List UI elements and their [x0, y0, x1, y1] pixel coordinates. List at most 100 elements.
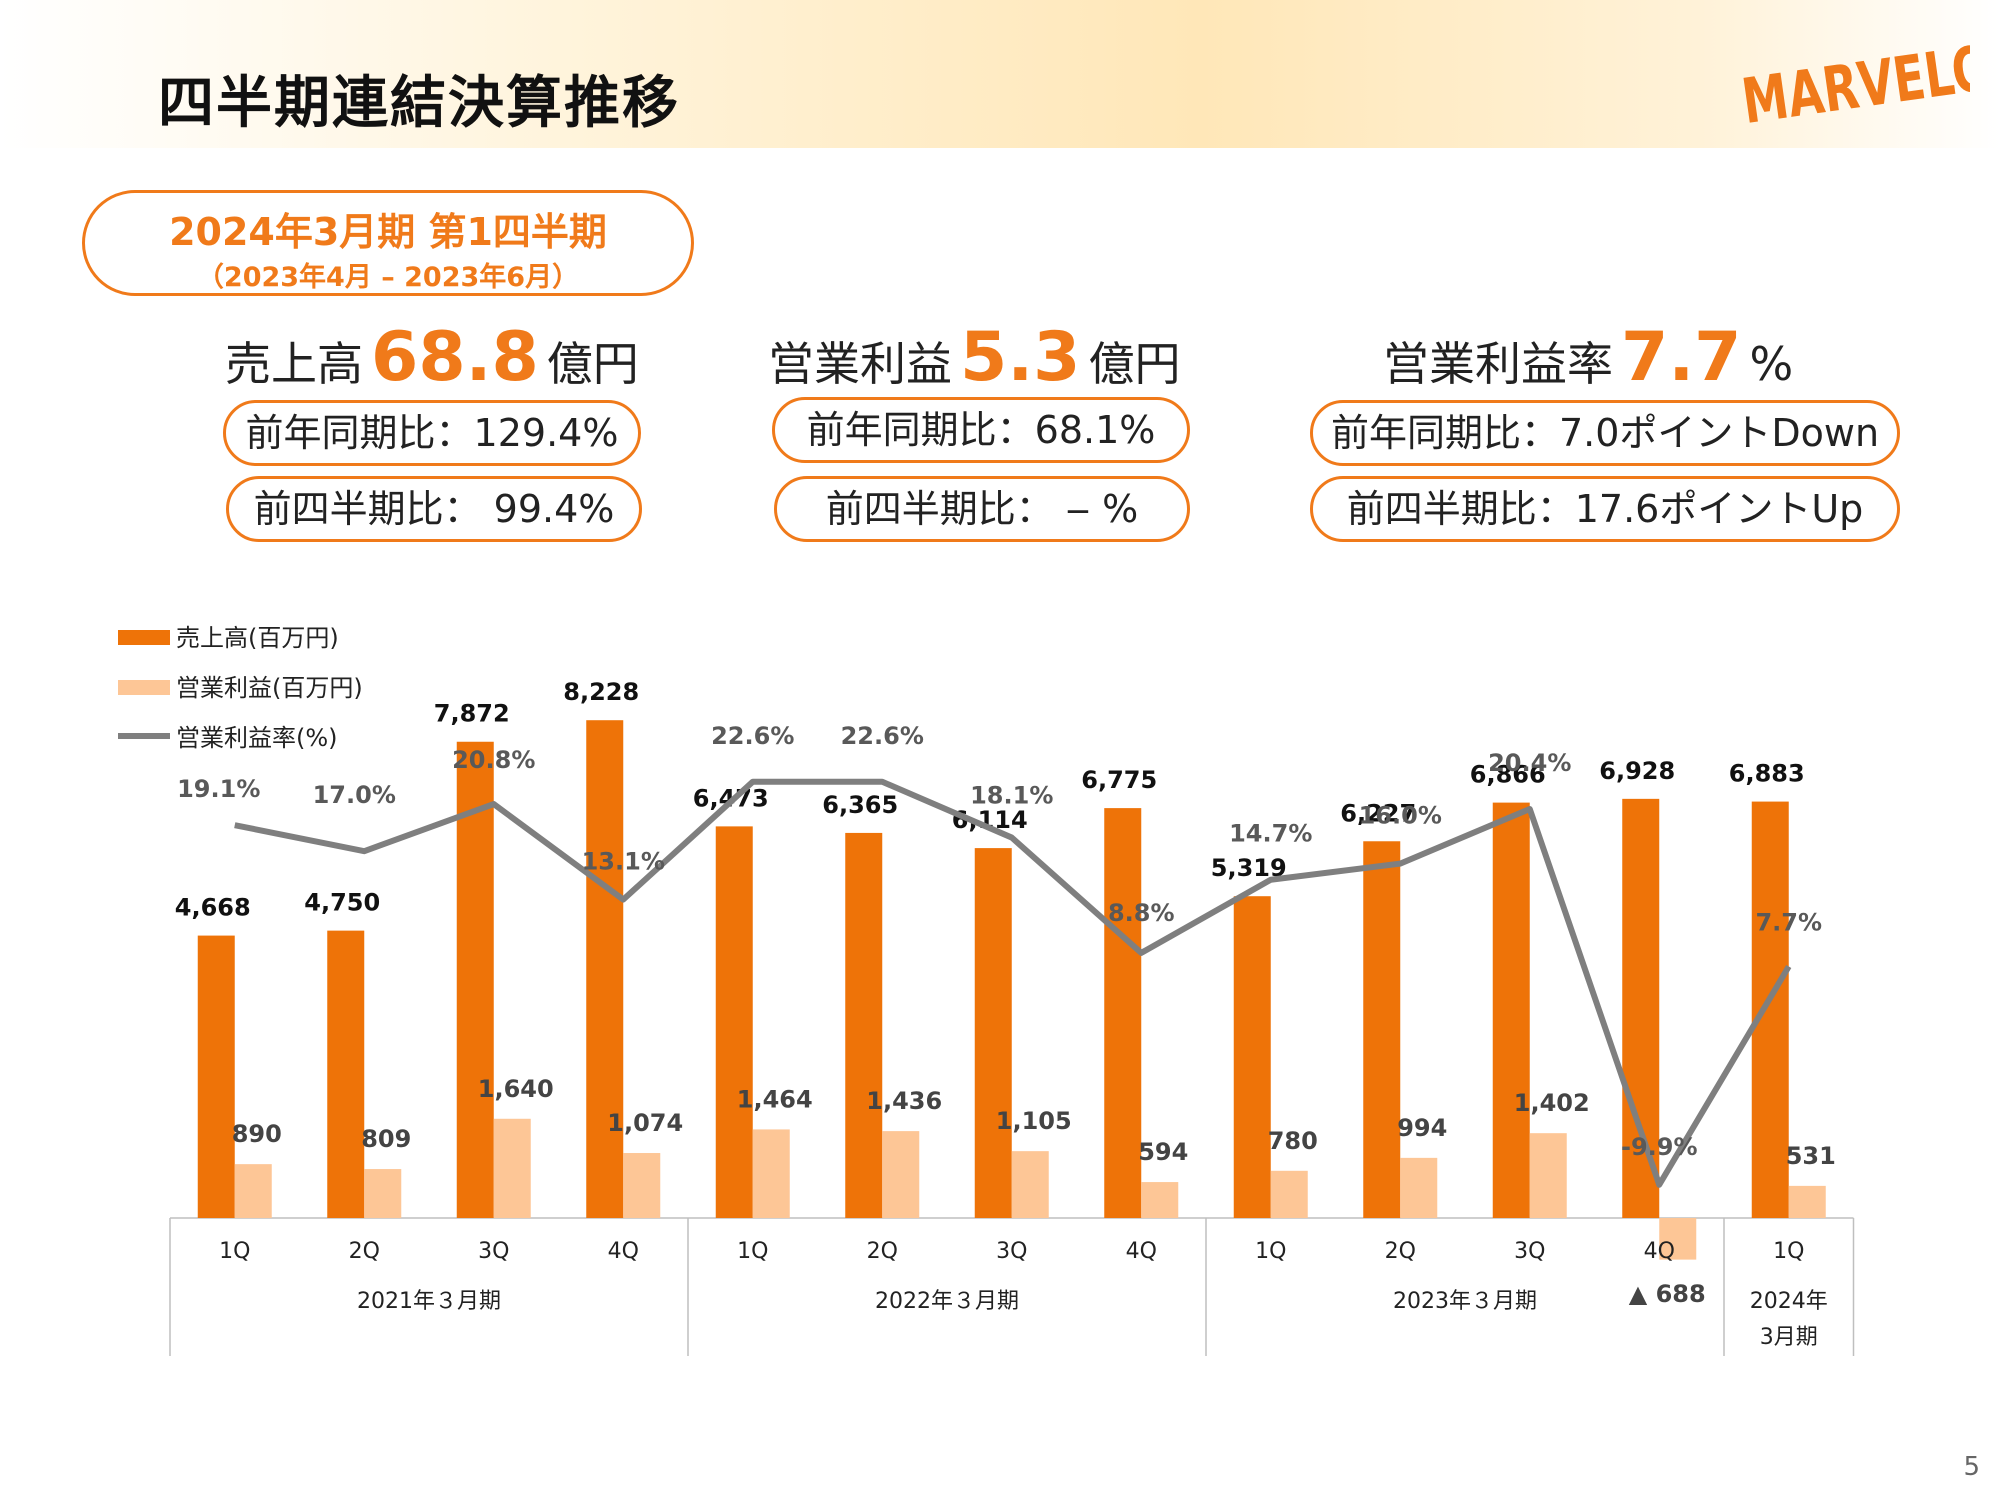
- sales-label: 6,365: [822, 791, 898, 819]
- profit-bar: [1270, 1170, 1308, 1218]
- kpi-profit-qoq: 前四半期比： ‒ %: [774, 476, 1190, 542]
- margin-label: 7.7%: [1755, 909, 1822, 937]
- sales-bar: [1233, 896, 1271, 1218]
- margin-label: 13.1%: [582, 848, 665, 876]
- profit-label: 531: [1786, 1142, 1836, 1170]
- page-number: 5: [1963, 1452, 1980, 1482]
- profit-bar: [1400, 1157, 1438, 1218]
- legend-label-margin: 営業利益率(%): [176, 724, 338, 752]
- kpi-profit-label: 営業利益: [768, 337, 952, 391]
- sales-bar: [715, 826, 753, 1218]
- kpi-sales-value: 68.8: [371, 318, 539, 397]
- legend-swatch-profit: [118, 680, 170, 695]
- kpi-margin-label: 営業利益率: [1383, 337, 1613, 391]
- header-band: [0, 0, 2000, 148]
- profit-label: 594: [1138, 1138, 1188, 1166]
- sales-label: 6,883: [1729, 760, 1805, 788]
- profit-bar: [752, 1129, 790, 1218]
- profit-label: 809: [361, 1125, 411, 1153]
- kpi-sales-unit: 億円: [546, 337, 639, 391]
- sales-label: 7,872: [434, 700, 510, 728]
- period-main: 2024年3月期 第1四半期: [169, 210, 607, 254]
- page-title: 四半期連結決算推移: [158, 71, 680, 136]
- legend-label-sales: 売上高(百万円): [176, 624, 339, 652]
- profit-bar: [364, 1169, 402, 1218]
- margin-label: 20.8%: [452, 746, 535, 774]
- margin-label: 18.1%: [970, 782, 1053, 810]
- sales-bar: [845, 832, 883, 1218]
- category-tick: 4Q: [1644, 1239, 1675, 1264]
- category-tick: 2Q: [867, 1239, 898, 1264]
- period-sub: （2023年4月 – 2023年6月）: [196, 262, 580, 293]
- margin-label: 22.6%: [841, 722, 924, 750]
- margin-label: -9.9%: [1621, 1133, 1698, 1161]
- period-badge: 2024年3月期 第1四半期 （2023年4月 – 2023年6月）: [82, 190, 694, 296]
- sales-label: 6,928: [1599, 757, 1675, 785]
- sales-label: 6,775: [1081, 766, 1157, 794]
- group-label: 3月期: [1760, 1325, 1818, 1350]
- margin-label: 8.8%: [1108, 899, 1175, 927]
- profit-bar: [1659, 1218, 1697, 1260]
- margin-label: 20.4%: [1488, 749, 1571, 777]
- marvelous-logo: MARVELOUS!: [1738, 28, 1970, 128]
- category-tick: 3Q: [1514, 1239, 1545, 1264]
- profit-label: 1,640: [478, 1075, 554, 1103]
- sales-label: 4,750: [304, 889, 380, 917]
- profit-bar: [493, 1118, 531, 1218]
- category-tick: 4Q: [1126, 1239, 1157, 1264]
- profit-label: 1,074: [607, 1109, 683, 1137]
- category-tick: 1Q: [1773, 1239, 1804, 1264]
- sales-label: 6,866: [1470, 761, 1546, 789]
- sales-bar: [456, 741, 494, 1218]
- margin-label: 19.1%: [177, 775, 260, 803]
- category-tick: 3Q: [478, 1239, 509, 1264]
- profit-bar: [1529, 1133, 1567, 1218]
- category-tick: 1Q: [1255, 1239, 1286, 1264]
- margin-label: 17.0%: [313, 781, 396, 809]
- legend-swatch-sales: [118, 630, 170, 645]
- kpi-sales-qoq: 前四半期比： 99.4%: [226, 476, 642, 542]
- category-tick: 1Q: [737, 1239, 768, 1264]
- sales-bar: [586, 720, 624, 1218]
- profit-label: 890: [232, 1120, 282, 1148]
- profit-bar: [623, 1153, 661, 1218]
- profit-bar: [1011, 1151, 1049, 1218]
- profit-bar: [882, 1131, 920, 1218]
- category-tick: 1Q: [219, 1239, 250, 1264]
- kpi-margin-value: 7.7: [1621, 318, 1742, 397]
- sales-bar: [1622, 798, 1660, 1218]
- profit-label: ▲ 688: [1629, 1280, 1706, 1308]
- sales-bar: [1363, 841, 1401, 1218]
- group-label: 2022年３月期: [875, 1289, 1019, 1314]
- category-tick: 2Q: [1385, 1239, 1416, 1264]
- kpi-profit-unit: 億円: [1088, 337, 1181, 391]
- kpi-margin-qoq: 前四半期比：17.6ポイントUp: [1310, 476, 1900, 542]
- legend-label-profit: 営業利益(百万円): [176, 674, 363, 702]
- kpi-profit-value: 5.3: [960, 318, 1081, 397]
- group-label: 2021年３月期: [357, 1289, 501, 1314]
- category-tick: 4Q: [608, 1239, 639, 1264]
- kpi-sales: 売上高 68.8 億円: [225, 318, 639, 397]
- category-tick: 2Q: [349, 1239, 380, 1264]
- sales-label: 4,668: [175, 894, 251, 922]
- category-tick: 3Q: [996, 1239, 1027, 1264]
- profit-bar: [1788, 1185, 1826, 1218]
- profit-bar: [234, 1164, 272, 1218]
- kpi-sales-label: 売上高: [225, 337, 363, 391]
- kpi-margin-yoy: 前年同期比：7.0ポイントDown: [1310, 400, 1900, 466]
- sales-label: 6,227: [1340, 799, 1416, 827]
- kpi-sales-yoy: 前年同期比：129.4%: [223, 400, 641, 466]
- profit-label: 780: [1268, 1127, 1318, 1155]
- sales-bar: [1492, 802, 1530, 1218]
- sales-bar: [1104, 808, 1142, 1218]
- profit-label: 994: [1397, 1114, 1447, 1142]
- margin-label: 14.7%: [1229, 820, 1312, 848]
- profit-label: 1,464: [737, 1085, 813, 1113]
- kpi-margin-unit: %: [1749, 337, 1794, 391]
- profit-label: 1,402: [1514, 1089, 1590, 1117]
- group-label: 2024年: [1750, 1289, 1828, 1314]
- profit-label: 1,436: [866, 1087, 942, 1115]
- group-label: 2023年３月期: [1393, 1289, 1537, 1314]
- kpi-margin: 営業利益率 7.7%: [1383, 318, 1793, 397]
